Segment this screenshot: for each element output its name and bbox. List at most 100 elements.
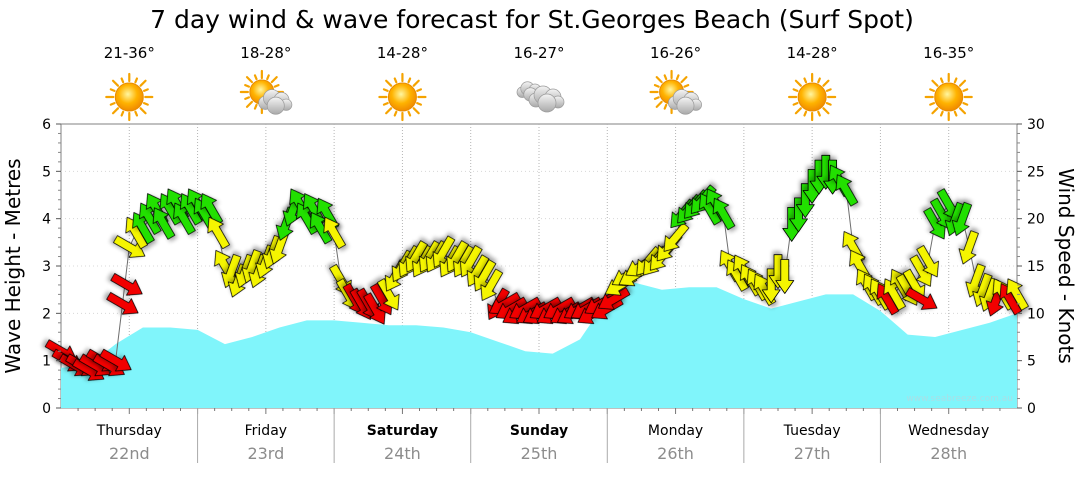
day-name-label: Monday (648, 423, 703, 439)
cloud-puff (537, 93, 557, 113)
y-right-tick-label: 5 (1027, 354, 1036, 370)
sun-ray (675, 74, 680, 81)
sun-cloud-icon (649, 69, 702, 115)
day-date-label: 22nd (109, 444, 150, 463)
wind-arrow (376, 278, 400, 311)
wind-arrow-callout (110, 273, 143, 296)
sun-ray (822, 107, 830, 115)
wind-arrow (951, 201, 973, 237)
sun-ray (120, 110, 125, 117)
sun-ray (792, 88, 799, 92)
sun-icon (105, 72, 154, 122)
sun-icon (378, 72, 427, 122)
wind-arrow (775, 259, 795, 294)
temperature-label: 16-26° (650, 44, 701, 62)
sun-ray (416, 102, 423, 106)
sun-ray (111, 107, 120, 115)
day-date-label: 26th (657, 444, 694, 463)
y-left-tick-label: 1 (42, 354, 51, 370)
day-name-label: Wednesday (908, 423, 989, 439)
sun-ray (382, 102, 389, 106)
day-name-label: Friday (245, 423, 287, 439)
sun-icon (924, 72, 973, 122)
sun-ray (244, 84, 251, 88)
sun-ray (120, 77, 125, 84)
wind-arrow (958, 230, 979, 265)
sun-disc (387, 82, 417, 112)
sun-ray (385, 107, 393, 115)
sun-ray (655, 76, 663, 84)
wind-arrow (663, 222, 690, 252)
wind-arrow (789, 197, 808, 233)
wind-arrow (152, 207, 176, 240)
sun-ray (931, 79, 939, 87)
day-date-label: 27th (794, 444, 831, 463)
sun-ray (803, 110, 808, 117)
sun-ray (825, 102, 832, 106)
sun-ray (663, 74, 668, 81)
sun-ray (111, 79, 120, 87)
wind-arrow-callout (905, 287, 938, 310)
sun-ray (822, 79, 830, 87)
sun-ray (139, 107, 147, 115)
y-left-tick-label: 2 (42, 306, 51, 322)
sun-ray (817, 110, 821, 117)
temperature-label: 16-27° (513, 44, 564, 62)
day-date-label: 28th (930, 444, 967, 463)
sun-ray (653, 96, 660, 100)
sun-ray (273, 84, 280, 88)
sun-ray (393, 110, 398, 117)
day-name-label: Tuesday (783, 423, 841, 439)
weather-row: 21-36° 18-28° 14-28° 16-27° 16-26° 14-28° 16-3… (104, 44, 974, 122)
sun-ray (962, 88, 969, 92)
sun-ray (412, 107, 420, 115)
sun-ray (953, 110, 958, 117)
sun-ray (270, 76, 278, 84)
chart-title: 7 day wind & wave forecast for St.George… (150, 5, 914, 34)
sun-disc (114, 82, 144, 112)
wind-arrow (761, 268, 781, 304)
sun-ray (244, 96, 251, 100)
sun-ray (109, 88, 116, 92)
sun-ray (407, 110, 412, 117)
temperature-label: 14-28° (787, 44, 838, 62)
sun-ray (794, 79, 802, 87)
wind-arrow (99, 348, 132, 372)
y-left-tick-label: 5 (42, 164, 51, 180)
day-date-label: 25th (521, 444, 558, 463)
sun-ray (953, 77, 958, 84)
sun-ray (962, 102, 969, 106)
wind-arrow (207, 216, 230, 250)
sun-ray (931, 107, 939, 115)
sun-ray (245, 100, 254, 108)
sun-ray (134, 110, 139, 117)
wind-arrow (795, 183, 815, 219)
wind-arrow-layer (44, 154, 1029, 381)
watermark: www.seabreeze.com.au (906, 394, 1013, 404)
y-right-tick-label: 10 (1027, 306, 1045, 322)
day-name-label: Thursday (96, 423, 162, 439)
sun-ray (655, 100, 663, 108)
day-name-label: Sunday (510, 423, 568, 439)
wind-arrow (598, 287, 631, 310)
y-left-tick-label: 3 (42, 259, 51, 275)
sun-ray (653, 84, 660, 88)
sun-ray (412, 79, 420, 87)
sun-ray (663, 103, 668, 110)
sun-ray (958, 107, 967, 115)
wind-arrow (835, 174, 859, 207)
y-left-tick-label: 4 (42, 212, 51, 228)
wind-arrow (916, 245, 939, 278)
day-labels: Thursday 22nd Friday 23rd Saturday 24th Sunday… (96, 423, 990, 463)
sun-ray (939, 110, 944, 117)
sun-ray (683, 84, 690, 88)
sun-icon (788, 72, 837, 122)
sun-ray (792, 102, 799, 106)
sun-ray (139, 79, 147, 87)
cloud-puff (676, 96, 695, 115)
y-right-tick-label: 25 (1027, 164, 1045, 180)
day-date-label: 24th (384, 444, 421, 463)
y-right-tick-label: 15 (1027, 259, 1045, 275)
sun-ray (266, 74, 270, 81)
